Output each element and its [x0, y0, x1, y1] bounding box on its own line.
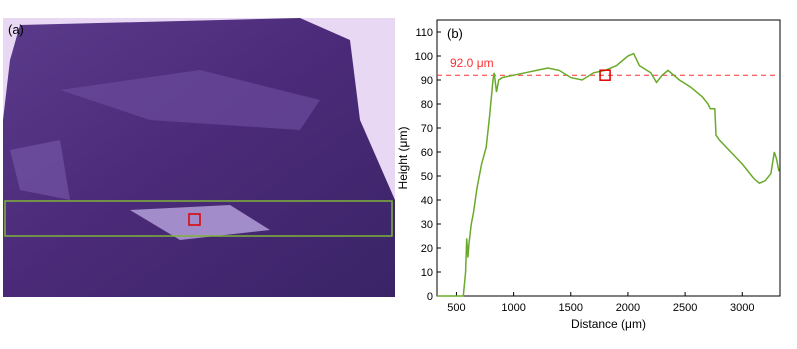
x-tick-label: 2000	[616, 302, 640, 314]
y-tick-label: 0	[427, 291, 433, 303]
y-tick-label: 70	[421, 123, 433, 135]
y-tick-label: 10	[421, 267, 433, 279]
y-tick-label: 20	[421, 243, 433, 255]
y-tick-label: 30	[421, 219, 433, 231]
profile-line	[437, 52, 780, 297]
y-tick-label: 50	[421, 171, 433, 183]
y-axis-label: Height (μm)	[396, 127, 410, 190]
y-tick-label: 40	[421, 195, 433, 207]
x-tick-label: 1000	[501, 302, 525, 314]
y-tick-label: 80	[421, 99, 433, 111]
position-marker	[599, 69, 611, 81]
micrograph: (a)	[3, 18, 395, 297]
y-tick-label: 110	[415, 27, 433, 39]
reference-label: 92.0 μm	[450, 56, 494, 70]
y-tick-label: 60	[421, 147, 433, 159]
plot-frame	[436, 19, 781, 297]
y-tick-label: 90	[421, 75, 433, 87]
y-tick-label: 100	[415, 51, 433, 63]
panel-label: (a)	[8, 22, 24, 37]
x-tick-label: 500	[447, 302, 465, 314]
chart-title: (b)	[447, 26, 463, 41]
x-tick-label: 3000	[730, 302, 754, 314]
x-axis-label: Distance (μm)	[571, 317, 646, 331]
x-tick-label: 1500	[559, 302, 583, 314]
line-chart: 0 10 20 30 40 50 60 70 80 90 100 110 500 1000 1500 2000…	[396, 19, 781, 331]
x-tick-label: 2500	[673, 302, 697, 314]
